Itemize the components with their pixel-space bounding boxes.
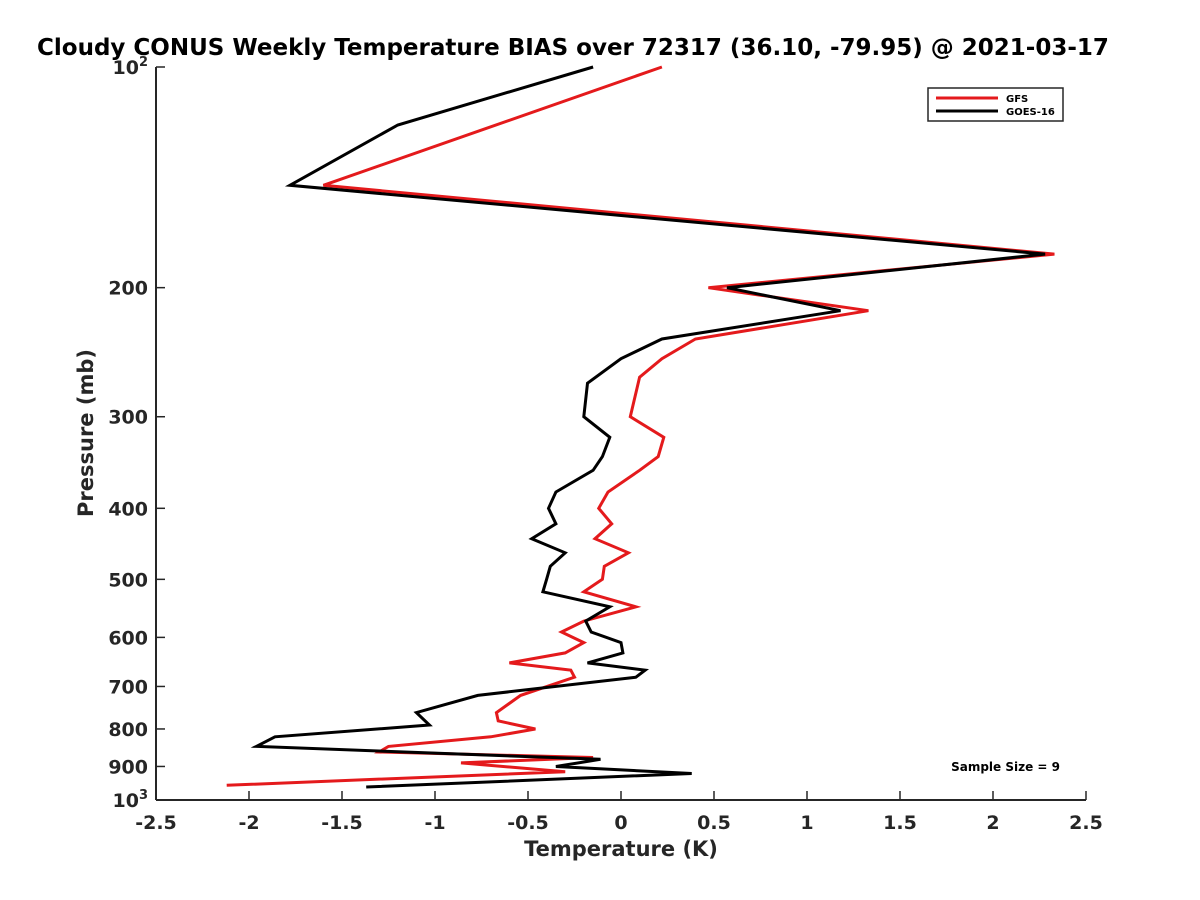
- sample-size-annotation: Sample Size = 9: [951, 760, 1060, 774]
- y-tick-label: 103: [113, 788, 149, 812]
- y-axis-label: Pressure (mb): [74, 349, 98, 517]
- series-line-gfs: [226, 65, 1055, 787]
- y-tick-label: 500: [108, 569, 148, 591]
- x-axis: -2.5 -2 -1.5 -1 -0.5 0 0.5 1 1.5 2 2.5: [135, 791, 1103, 834]
- x-tick-label: 2.5: [1069, 812, 1103, 834]
- y-tick-label: 900: [108, 756, 148, 778]
- x-axis-label: Temperature (K): [524, 837, 718, 861]
- y-axis: 102 200 300 400 500 600 700 800 900 103: [108, 55, 165, 812]
- x-tick-label: 0: [614, 812, 627, 834]
- y-tick-label: 800: [108, 719, 148, 741]
- x-tick-label: -1: [424, 812, 445, 834]
- y-tick-label: 102: [113, 55, 149, 79]
- x-tick-label: -0.5: [507, 812, 549, 834]
- legend: GFS GOES-16: [927, 87, 1064, 122]
- series-line-goes-16: [250, 65, 1046, 789]
- legend-label: GOES-16: [1006, 107, 1055, 118]
- x-tick-label: -1.5: [321, 812, 363, 834]
- legend-label: GFS: [1006, 94, 1028, 105]
- x-tick-label: 1: [800, 812, 813, 834]
- x-tick-label: -2: [238, 812, 259, 834]
- series-lines: [226, 65, 1055, 789]
- y-tick-label: 400: [108, 498, 148, 520]
- x-tick-label: 2: [986, 812, 999, 834]
- x-tick-label: 0.5: [697, 812, 731, 834]
- y-tick-label: 600: [108, 627, 148, 649]
- y-tick-label: 700: [108, 676, 148, 698]
- y-tick-label: 300: [108, 407, 148, 429]
- y-tick-label: 200: [108, 278, 148, 300]
- x-tick-label: -2.5: [135, 812, 177, 834]
- x-tick-label: 1.5: [883, 812, 917, 834]
- chart-title: Cloudy CONUS Weekly Temperature BIAS ove…: [37, 35, 1109, 61]
- legend-box: [927, 87, 1064, 122]
